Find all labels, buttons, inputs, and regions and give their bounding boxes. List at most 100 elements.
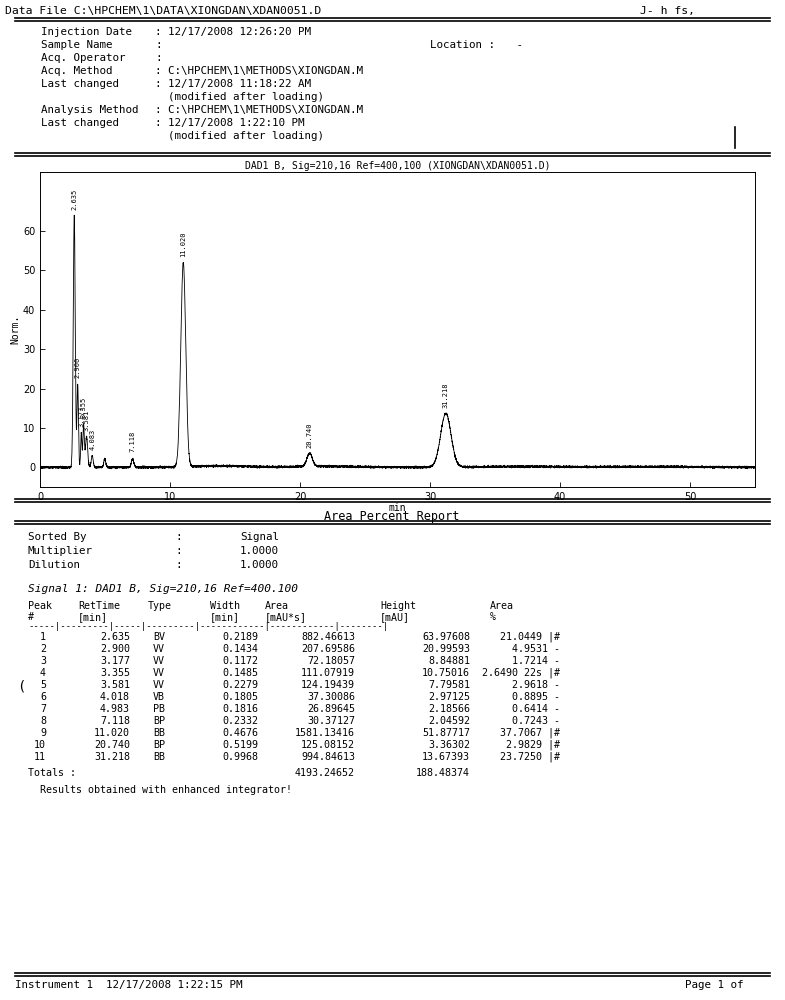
Text: 3.581: 3.581	[83, 410, 89, 431]
Text: Acq. Operator: Acq. Operator	[28, 53, 132, 63]
Text: 0.7243 -: 0.7243 -	[512, 716, 560, 726]
Text: 51.87717: 51.87717	[422, 728, 470, 738]
Text: BP: BP	[153, 716, 165, 726]
Text: 1.0000: 1.0000	[240, 546, 279, 556]
Text: 3.36302: 3.36302	[428, 740, 470, 750]
Text: Sorted By: Sorted By	[28, 532, 86, 542]
Text: Signal 1: DAD1 B, Sig=210,16 Ref=400.100: Signal 1: DAD1 B, Sig=210,16 Ref=400.100	[28, 584, 298, 594]
Text: Sample Name: Sample Name	[28, 40, 132, 50]
Text: 188.48374: 188.48374	[416, 768, 470, 778]
Text: 3.177: 3.177	[78, 406, 84, 427]
Text: 26.89645: 26.89645	[307, 704, 355, 714]
Text: :: :	[155, 53, 162, 63]
Text: (modified after loading): (modified after loading)	[155, 92, 324, 102]
Text: VB: VB	[153, 692, 165, 702]
Text: 3.581: 3.581	[100, 680, 130, 690]
Text: : 12/17/2008 1:22:10 PM: : 12/17/2008 1:22:10 PM	[155, 118, 305, 128]
Y-axis label: Norm.: Norm.	[10, 315, 20, 344]
Text: :: :	[175, 532, 181, 542]
Text: VV: VV	[153, 656, 165, 666]
Text: Analysis Method: Analysis Method	[28, 105, 138, 115]
Text: Multiplier: Multiplier	[28, 546, 93, 556]
Text: BB: BB	[153, 728, 165, 738]
Text: Height: Height	[380, 601, 416, 611]
Text: Dilution: Dilution	[28, 560, 80, 570]
Text: 4.983: 4.983	[100, 704, 130, 714]
Text: 13.67393: 13.67393	[422, 752, 470, 762]
Text: 0.2332: 0.2332	[222, 716, 258, 726]
Text: 20.740: 20.740	[94, 740, 130, 750]
Text: J- h fs,: J- h fs,	[640, 6, 695, 16]
Text: 3.355: 3.355	[81, 397, 86, 418]
Text: -----|---------|-----|---------|------------|------------|--------|: -----|---------|-----|---------|--------…	[28, 622, 388, 631]
Text: 2.635: 2.635	[100, 632, 130, 642]
Text: Last changed: Last changed	[28, 79, 132, 89]
Text: Type: Type	[148, 601, 172, 611]
Text: Data File C:\HPCHEM\1\DATA\XIONGDAN\XDAN0051.D: Data File C:\HPCHEM\1\DATA\XIONGDAN\XDAN…	[5, 6, 321, 16]
Text: 3.177: 3.177	[100, 656, 130, 666]
Text: 5: 5	[40, 680, 46, 690]
Text: 7: 7	[40, 704, 46, 714]
Text: Totals :: Totals :	[28, 768, 76, 778]
Text: 20.740: 20.740	[307, 423, 312, 448]
Text: 7.79581: 7.79581	[428, 680, 470, 690]
Text: 63.97608: 63.97608	[422, 632, 470, 642]
Text: 2.900: 2.900	[100, 644, 130, 654]
Text: 4193.24652: 4193.24652	[295, 768, 355, 778]
Text: 0.6414 -: 0.6414 -	[512, 704, 560, 714]
Text: 21.0449 |#: 21.0449 |#	[500, 632, 560, 643]
Text: Acq. Method: Acq. Method	[28, 66, 132, 76]
Text: 125.08152: 125.08152	[301, 740, 355, 750]
Text: -: -	[510, 40, 523, 50]
Text: 2.635: 2.635	[71, 188, 77, 210]
Text: 20.99593: 20.99593	[422, 644, 470, 654]
Text: 207.69586: 207.69586	[301, 644, 355, 654]
Text: 111.07919: 111.07919	[301, 668, 355, 678]
Text: VV: VV	[153, 680, 165, 690]
Text: 0.9968: 0.9968	[222, 752, 258, 762]
Text: 9: 9	[40, 728, 46, 738]
Text: 2.6490 22s |#: 2.6490 22s |#	[482, 668, 560, 678]
Text: 4: 4	[40, 668, 46, 678]
Text: : 12/17/2008 12:26:20 PM: : 12/17/2008 12:26:20 PM	[155, 27, 311, 37]
Text: 1: 1	[40, 632, 46, 642]
Text: 11: 11	[34, 752, 46, 762]
Text: 124.19439: 124.19439	[301, 680, 355, 690]
Text: 0.2279: 0.2279	[222, 680, 258, 690]
Text: VV: VV	[153, 644, 165, 654]
Text: 3: 3	[40, 656, 46, 666]
X-axis label: min: min	[389, 503, 407, 513]
Text: [mAU]: [mAU]	[380, 612, 410, 622]
Text: 10.75016: 10.75016	[422, 668, 470, 678]
Text: 7.118: 7.118	[130, 431, 136, 452]
Text: 0.8895 -: 0.8895 -	[512, 692, 560, 702]
Text: 882.46613: 882.46613	[301, 632, 355, 642]
Text: 994.84613: 994.84613	[301, 752, 355, 762]
Text: Area: Area	[490, 601, 514, 611]
Text: 1581.13416: 1581.13416	[295, 728, 355, 738]
Text: : C:\HPCHEM\1\METHODS\XIONGDAN.M: : C:\HPCHEM\1\METHODS\XIONGDAN.M	[155, 105, 363, 115]
Text: [min]: [min]	[78, 612, 108, 622]
Text: 30.37127: 30.37127	[307, 716, 355, 726]
Text: Location :: Location :	[430, 40, 495, 50]
Text: (: (	[17, 680, 25, 694]
Text: 10: 10	[34, 740, 46, 750]
Text: 1.7214 -: 1.7214 -	[512, 656, 560, 666]
Text: 4.9531 -: 4.9531 -	[512, 644, 560, 654]
Text: Injection Date: Injection Date	[28, 27, 132, 37]
Text: 2.18566: 2.18566	[428, 704, 470, 714]
Text: 0.4676: 0.4676	[222, 728, 258, 738]
Text: 37.30086: 37.30086	[307, 692, 355, 702]
Text: 11.020: 11.020	[181, 232, 186, 257]
Text: Area Percent Report: Area Percent Report	[324, 510, 460, 523]
Title: DAD1 B, Sig=210,16 Ref=400,100 (XIONGDAN\XDAN0051.D): DAD1 B, Sig=210,16 Ref=400,100 (XIONGDAN…	[245, 161, 550, 171]
Text: :: :	[175, 560, 181, 570]
Text: [mAU*s]: [mAU*s]	[265, 612, 307, 622]
Text: :: :	[175, 546, 181, 556]
Text: 0.5199: 0.5199	[222, 740, 258, 750]
Text: 4.083: 4.083	[89, 428, 95, 450]
Text: 0.1805: 0.1805	[222, 692, 258, 702]
Text: 2.9829 |#: 2.9829 |#	[506, 740, 560, 750]
Text: BB: BB	[153, 752, 165, 762]
Text: 8.84881: 8.84881	[428, 656, 470, 666]
